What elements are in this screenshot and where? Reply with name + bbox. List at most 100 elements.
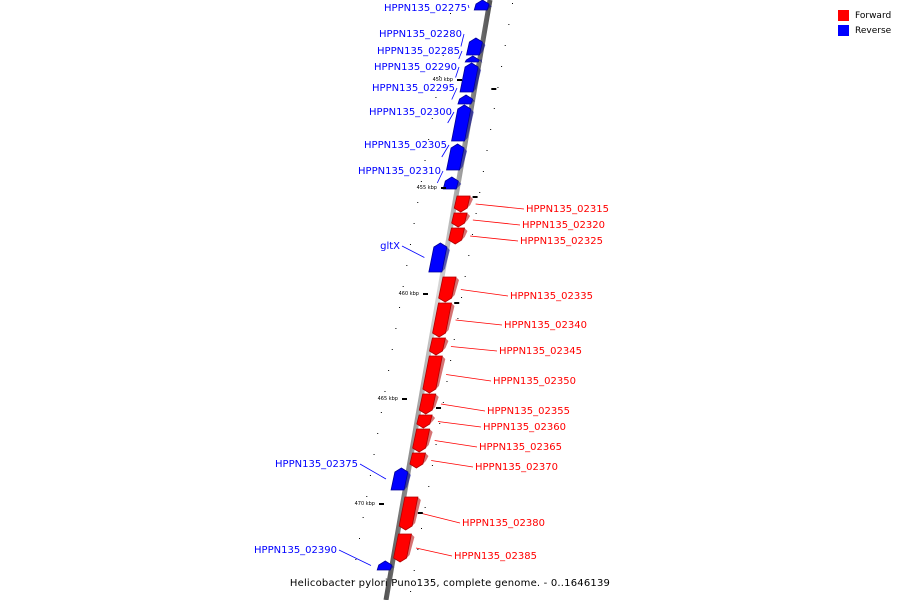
scale-label: 450 kbp	[433, 77, 453, 83]
label-leader	[440, 403, 486, 412]
gene-label[interactable]: HPPN135_02280	[379, 29, 462, 40]
legend-forward-label: Forward	[855, 10, 892, 21]
gene-label[interactable]: HPPN135_02365	[479, 442, 562, 453]
gene-arrow-HPPN135_02350	[422, 355, 443, 394]
label-leader	[460, 33, 465, 47]
gene-arrow-shade	[412, 497, 421, 526]
label-leader	[467, 4, 470, 9]
tick-dot	[439, 423, 441, 424]
legend-reverse-label: Reverse	[855, 25, 892, 36]
gene-arrow-HPPN135_02305	[446, 143, 465, 171]
label-leader	[338, 549, 372, 566]
gene-label[interactable]: HPPN135_02295	[372, 83, 455, 94]
gene-label[interactable]: HPPN135_02355	[487, 406, 570, 417]
label-leader	[431, 460, 474, 468]
tick-dot	[490, 129, 492, 130]
tick-dot	[402, 286, 404, 287]
tick-dot	[508, 24, 510, 25]
gene-arrow-HPPN135_02355	[418, 393, 437, 415]
gene-arrow-shade	[445, 303, 455, 333]
gene-arrow-shade	[464, 109, 474, 141]
gene-label[interactable]: HPPN135_02380	[462, 518, 545, 529]
tick-dot	[380, 412, 382, 413]
scale-label: 465 kbp	[378, 396, 398, 402]
tick-dot	[431, 465, 433, 466]
label-leader	[415, 547, 453, 557]
gene-label[interactable]: HPPN135_02340	[504, 320, 587, 331]
gene-label[interactable]: HPPN135_02290	[374, 62, 457, 73]
gene-arrow-shade	[473, 67, 482, 92]
gene-arrow-HPPN135_02360	[416, 414, 433, 429]
gene-arrow-shade	[456, 181, 462, 189]
gene-label[interactable]: HPPN135_02315	[526, 204, 609, 215]
gene-arrow-shade	[406, 534, 415, 558]
tick-dot	[475, 213, 477, 214]
tick-dot	[421, 528, 422, 529]
tick-dot	[431, 118, 433, 119]
gene-label[interactable]: HPPN135_02300	[369, 107, 452, 118]
legend-item-reverse: Reverse	[838, 23, 891, 38]
gene-arrow-shade	[451, 277, 459, 298]
gene-label[interactable]: HPPN135_02335	[510, 291, 593, 302]
gene-label[interactable]: HPPN135_02325	[520, 236, 603, 247]
gene-label[interactable]: HPPN135_02370	[475, 462, 558, 473]
gene-arrow-HPPN135_02370	[409, 452, 426, 469]
tick-dot	[453, 339, 455, 340]
scale-tick	[436, 407, 442, 409]
label-leader	[401, 245, 425, 258]
gene-arrow-HPPN135_02385	[393, 533, 412, 563]
tick-dot	[428, 486, 430, 487]
tick-dot	[366, 496, 368, 497]
tick-dot	[457, 318, 459, 319]
tick-dot	[413, 570, 415, 571]
scale-tick	[441, 187, 446, 189]
gene-arrow-HPPN135_02335	[438, 276, 457, 303]
label-leader	[437, 421, 482, 428]
reverse-swatch	[838, 25, 849, 36]
gene-label[interactable]: HPPN135_02305	[364, 140, 447, 151]
label-leader	[460, 289, 509, 297]
gene-arrow-HPPN135_02295	[457, 94, 474, 105]
tick-dot	[479, 192, 481, 193]
scale-tick	[491, 88, 497, 90]
gene-arrow-HPPN135_02365	[412, 428, 431, 453]
gene-arrow-shade	[487, 4, 492, 10]
label-leader	[475, 203, 525, 210]
gene-label[interactable]: HPPN135_02375	[275, 459, 358, 470]
scale-tick	[379, 503, 384, 505]
gene-label[interactable]: HPPN135_02275	[384, 3, 467, 14]
gene-arrow-shade	[478, 59, 483, 63]
gene-arrow-HPPN135_02380	[398, 496, 419, 531]
label-leader	[447, 111, 455, 124]
gene-label[interactable]: HPPN135_02385	[454, 551, 537, 562]
gene-label[interactable]: gltX	[380, 241, 400, 252]
label-leader	[455, 319, 503, 326]
gene-arrow-HPPN135_02320	[451, 212, 468, 228]
tick-dot	[409, 244, 411, 245]
gene-arrow-shade	[461, 228, 468, 240]
gene-label[interactable]: HPPN135_02390	[254, 545, 337, 556]
gene-arrow-HPPN135_02290	[459, 62, 479, 93]
gene-label[interactable]: HPPN135_02345	[499, 346, 582, 357]
tick-dot	[439, 76, 441, 77]
gene-label[interactable]: HPPN135_02310	[358, 166, 441, 177]
tick-dot	[461, 297, 463, 298]
scale-tick	[454, 302, 460, 304]
tick-dot	[417, 202, 419, 203]
scale-label: 455 kbp	[417, 185, 437, 191]
tick-dot	[435, 97, 437, 98]
scale-tick	[457, 79, 462, 81]
gene-arrow-HPPN135_02345	[429, 337, 446, 356]
gene-label[interactable]: HPPN135_02285	[377, 46, 460, 57]
scale-label: 460 kbp	[399, 291, 419, 297]
gene-label[interactable]: HPPN135_02320	[522, 220, 605, 231]
gene-arrow-HPPN135_02285	[464, 55, 480, 63]
label-leader	[446, 374, 492, 382]
gene-label[interactable]: HPPN135_02360	[483, 422, 566, 433]
tick-dot	[406, 265, 408, 266]
tick-dot	[395, 328, 397, 329]
gene-arrow-shade	[390, 565, 395, 570]
scale-tick	[423, 293, 428, 295]
gene-label[interactable]: HPPN135_02350	[493, 376, 576, 387]
gene-arrow-HPPN135_02325	[448, 227, 465, 245]
